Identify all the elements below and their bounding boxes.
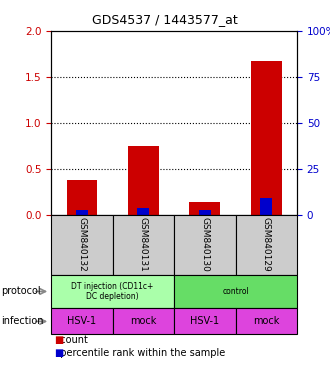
Bar xyxy=(236,215,297,275)
Bar xyxy=(51,308,113,334)
Text: mock: mock xyxy=(253,316,280,326)
Bar xyxy=(236,308,297,334)
Bar xyxy=(260,199,272,215)
Text: GSM840129: GSM840129 xyxy=(262,217,271,272)
Text: DT injection (CD11c+
DC depletion): DT injection (CD11c+ DC depletion) xyxy=(71,282,154,301)
Text: count: count xyxy=(54,335,88,345)
Text: percentile rank within the sample: percentile rank within the sample xyxy=(54,348,226,358)
Bar xyxy=(113,308,174,334)
Bar xyxy=(51,275,174,308)
Bar xyxy=(174,308,236,334)
Text: infection: infection xyxy=(1,316,44,326)
Text: mock: mock xyxy=(130,316,156,326)
Text: HSV-1: HSV-1 xyxy=(67,316,96,326)
Text: GSM840132: GSM840132 xyxy=(77,217,86,272)
Text: GDS4537 / 1443577_at: GDS4537 / 1443577_at xyxy=(92,13,238,26)
Text: GSM840131: GSM840131 xyxy=(139,217,148,272)
Text: ■: ■ xyxy=(54,335,64,345)
Bar xyxy=(113,215,174,275)
Bar xyxy=(137,208,149,215)
Bar xyxy=(199,210,211,215)
Bar xyxy=(174,275,297,308)
Bar xyxy=(76,210,88,215)
Bar xyxy=(251,61,281,215)
Bar xyxy=(51,215,113,275)
Text: HSV-1: HSV-1 xyxy=(190,316,219,326)
Bar xyxy=(174,215,236,275)
Text: control: control xyxy=(222,287,249,296)
Text: protocol: protocol xyxy=(1,286,41,296)
Text: GSM840130: GSM840130 xyxy=(200,217,209,272)
Bar xyxy=(67,180,97,215)
Text: ■: ■ xyxy=(54,348,64,358)
Bar xyxy=(189,202,220,215)
Bar xyxy=(128,146,159,215)
